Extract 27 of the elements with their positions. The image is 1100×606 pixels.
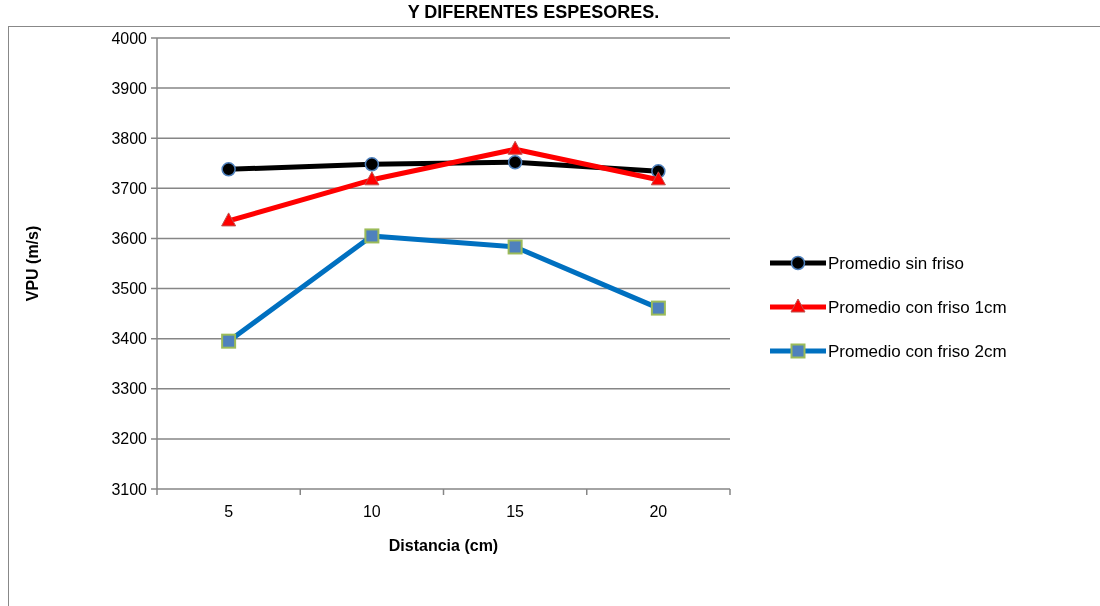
x-tick-label: 20	[649, 503, 668, 520]
y-tick-label: 3300	[111, 380, 148, 398]
x-tick-label: 15	[506, 503, 525, 520]
x-tick-label: 5	[224, 503, 234, 520]
y-tick-label: 3800	[111, 129, 148, 147]
point	[364, 157, 380, 172]
point	[507, 140, 523, 155]
y-tick-label: 4000	[111, 29, 148, 47]
y-tick-label: 3600	[111, 230, 148, 248]
legend-label: Promedio sin friso	[828, 253, 965, 273]
point	[221, 162, 236, 177]
point	[650, 171, 666, 186]
legend-label: Promedio con friso 1cm	[828, 297, 1007, 317]
point	[507, 155, 523, 170]
y-tick-label: 3900	[111, 79, 148, 97]
chart-title: Y DIFERENTES ESPESORES.	[407, 2, 660, 22]
y-tick-label: 3200	[111, 430, 148, 448]
x-tick-label: 10	[362, 503, 381, 520]
y-axis-title: VPU (m/s)	[24, 225, 41, 302]
y-tick-label: 3700	[111, 179, 148, 197]
y-tick-label: 3500	[111, 280, 148, 298]
y-tick-label: 3400	[111, 330, 148, 348]
x-axis-title: Distancia (cm)	[388, 537, 499, 554]
point	[221, 212, 237, 227]
legend-label: Promedio con friso 2cm	[828, 341, 1007, 361]
point	[364, 171, 380, 186]
y-tick-label: 3100	[111, 480, 148, 498]
